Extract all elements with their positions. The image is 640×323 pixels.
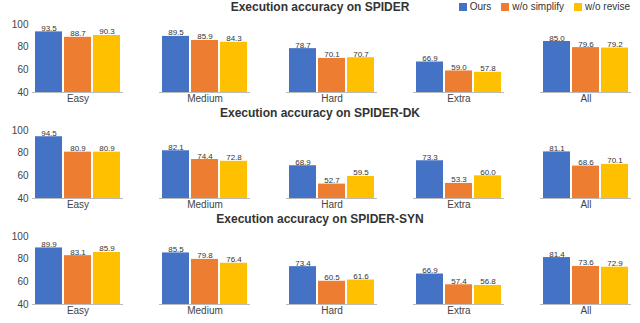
svg-text:89.5: 89.5 [168,28,184,37]
svg-text:83.1: 83.1 [70,248,86,257]
svg-text:74.4: 74.4 [197,152,213,161]
svg-text:66.9: 66.9 [422,54,438,63]
svg-text:100: 100 [12,19,29,30]
svg-text:80: 80 [17,41,29,52]
svg-text:85.5: 85.5 [168,245,184,254]
svg-text:All: All [580,199,591,210]
svg-text:57.8: 57.8 [480,64,496,73]
svg-text:72.8: 72.8 [226,153,242,162]
svg-text:81.1: 81.1 [549,144,565,153]
svg-text:100: 100 [12,231,29,242]
svg-text:84.3: 84.3 [226,34,242,43]
svg-text:Medium: Medium [187,199,223,210]
svg-text:40: 40 [17,299,29,310]
svg-text:59.0: 59.0 [451,63,467,72]
svg-text:76.4: 76.4 [226,255,242,264]
svg-text:60.0: 60.0 [480,168,496,177]
svg-text:All: All [580,93,591,104]
svg-text:80: 80 [17,147,29,158]
svg-text:60: 60 [17,170,29,181]
html-text:Execution accuracy on SPIDER: Execution accuracy on SPIDER [230,0,410,14]
svg-text:Easy: Easy [67,93,89,104]
svg-text:88.7: 88.7 [70,29,86,38]
svg-text:90.3: 90.3 [99,27,115,36]
svg-text:66.9: 66.9 [422,266,438,275]
svg-text:81.4: 81.4 [549,250,565,259]
svg-text:80: 80 [17,253,29,264]
html-text:Ours: Ours [469,1,492,12]
svg-text:85.9: 85.9 [197,32,213,41]
svg-text:40: 40 [17,193,29,204]
html-text:Execution accuracy on SPIDER-S: Execution accuracy on SPIDER-SYN [216,212,424,226]
svg-text:85.0: 85.0 [549,34,565,43]
svg-text:53.3: 53.3 [451,175,467,184]
svg-text:Easy: Easy [67,305,89,316]
svg-text:100: 100 [12,125,29,136]
svg-text:59.5: 59.5 [353,168,369,177]
svg-text:93.5: 93.5 [41,24,57,33]
svg-text:52.7: 52.7 [324,176,340,185]
svg-text:72.9: 72.9 [607,259,623,268]
svg-text:57.4: 57.4 [451,277,467,286]
svg-text:89.9: 89.9 [41,240,57,249]
svg-text:Extra: Extra [447,305,471,316]
html-text:w/o simplify: w/o simplify [512,1,564,12]
svg-text:78.7: 78.7 [295,41,311,50]
html-text:Execution accuracy on SPIDER-D: Execution accuracy on SPIDER-DK [220,106,420,120]
svg-text:70.1: 70.1 [607,156,623,165]
svg-text:68.9: 68.9 [295,158,311,167]
svg-text:All: All [580,305,591,316]
svg-text:70.7: 70.7 [353,50,369,59]
svg-text:79.6: 79.6 [578,40,594,49]
svg-text:61.6: 61.6 [353,272,369,281]
html-text:w/o revise: w/o revise [585,1,630,12]
svg-text:68.6: 68.6 [578,158,594,167]
svg-text:Medium: Medium [187,93,223,104]
svg-text:Extra: Extra [447,199,471,210]
svg-text:60.5: 60.5 [324,273,340,282]
svg-text:Medium: Medium [187,305,223,316]
svg-text:80.9: 80.9 [99,144,115,153]
svg-text:73.3: 73.3 [422,153,438,162]
svg-text:60: 60 [17,64,29,75]
svg-text:40: 40 [17,87,29,98]
svg-text:Easy: Easy [67,199,89,210]
svg-text:Hard: Hard [321,199,343,210]
svg-text:79.2: 79.2 [607,40,623,49]
svg-text:79.8: 79.8 [197,251,213,260]
svg-text:Extra: Extra [447,93,471,104]
svg-text:60: 60 [17,276,29,287]
svg-text:Hard: Hard [321,305,343,316]
svg-text:70.1: 70.1 [324,50,340,59]
svg-text:56.8: 56.8 [480,277,496,286]
svg-text:94.5: 94.5 [41,129,57,138]
svg-text:73.6: 73.6 [578,258,594,267]
svg-text:82.1: 82.1 [168,143,184,152]
svg-text:Hard: Hard [321,93,343,104]
svg-text:73.4: 73.4 [295,259,311,268]
svg-text:80.9: 80.9 [70,144,86,153]
svg-text:85.9: 85.9 [99,244,115,253]
